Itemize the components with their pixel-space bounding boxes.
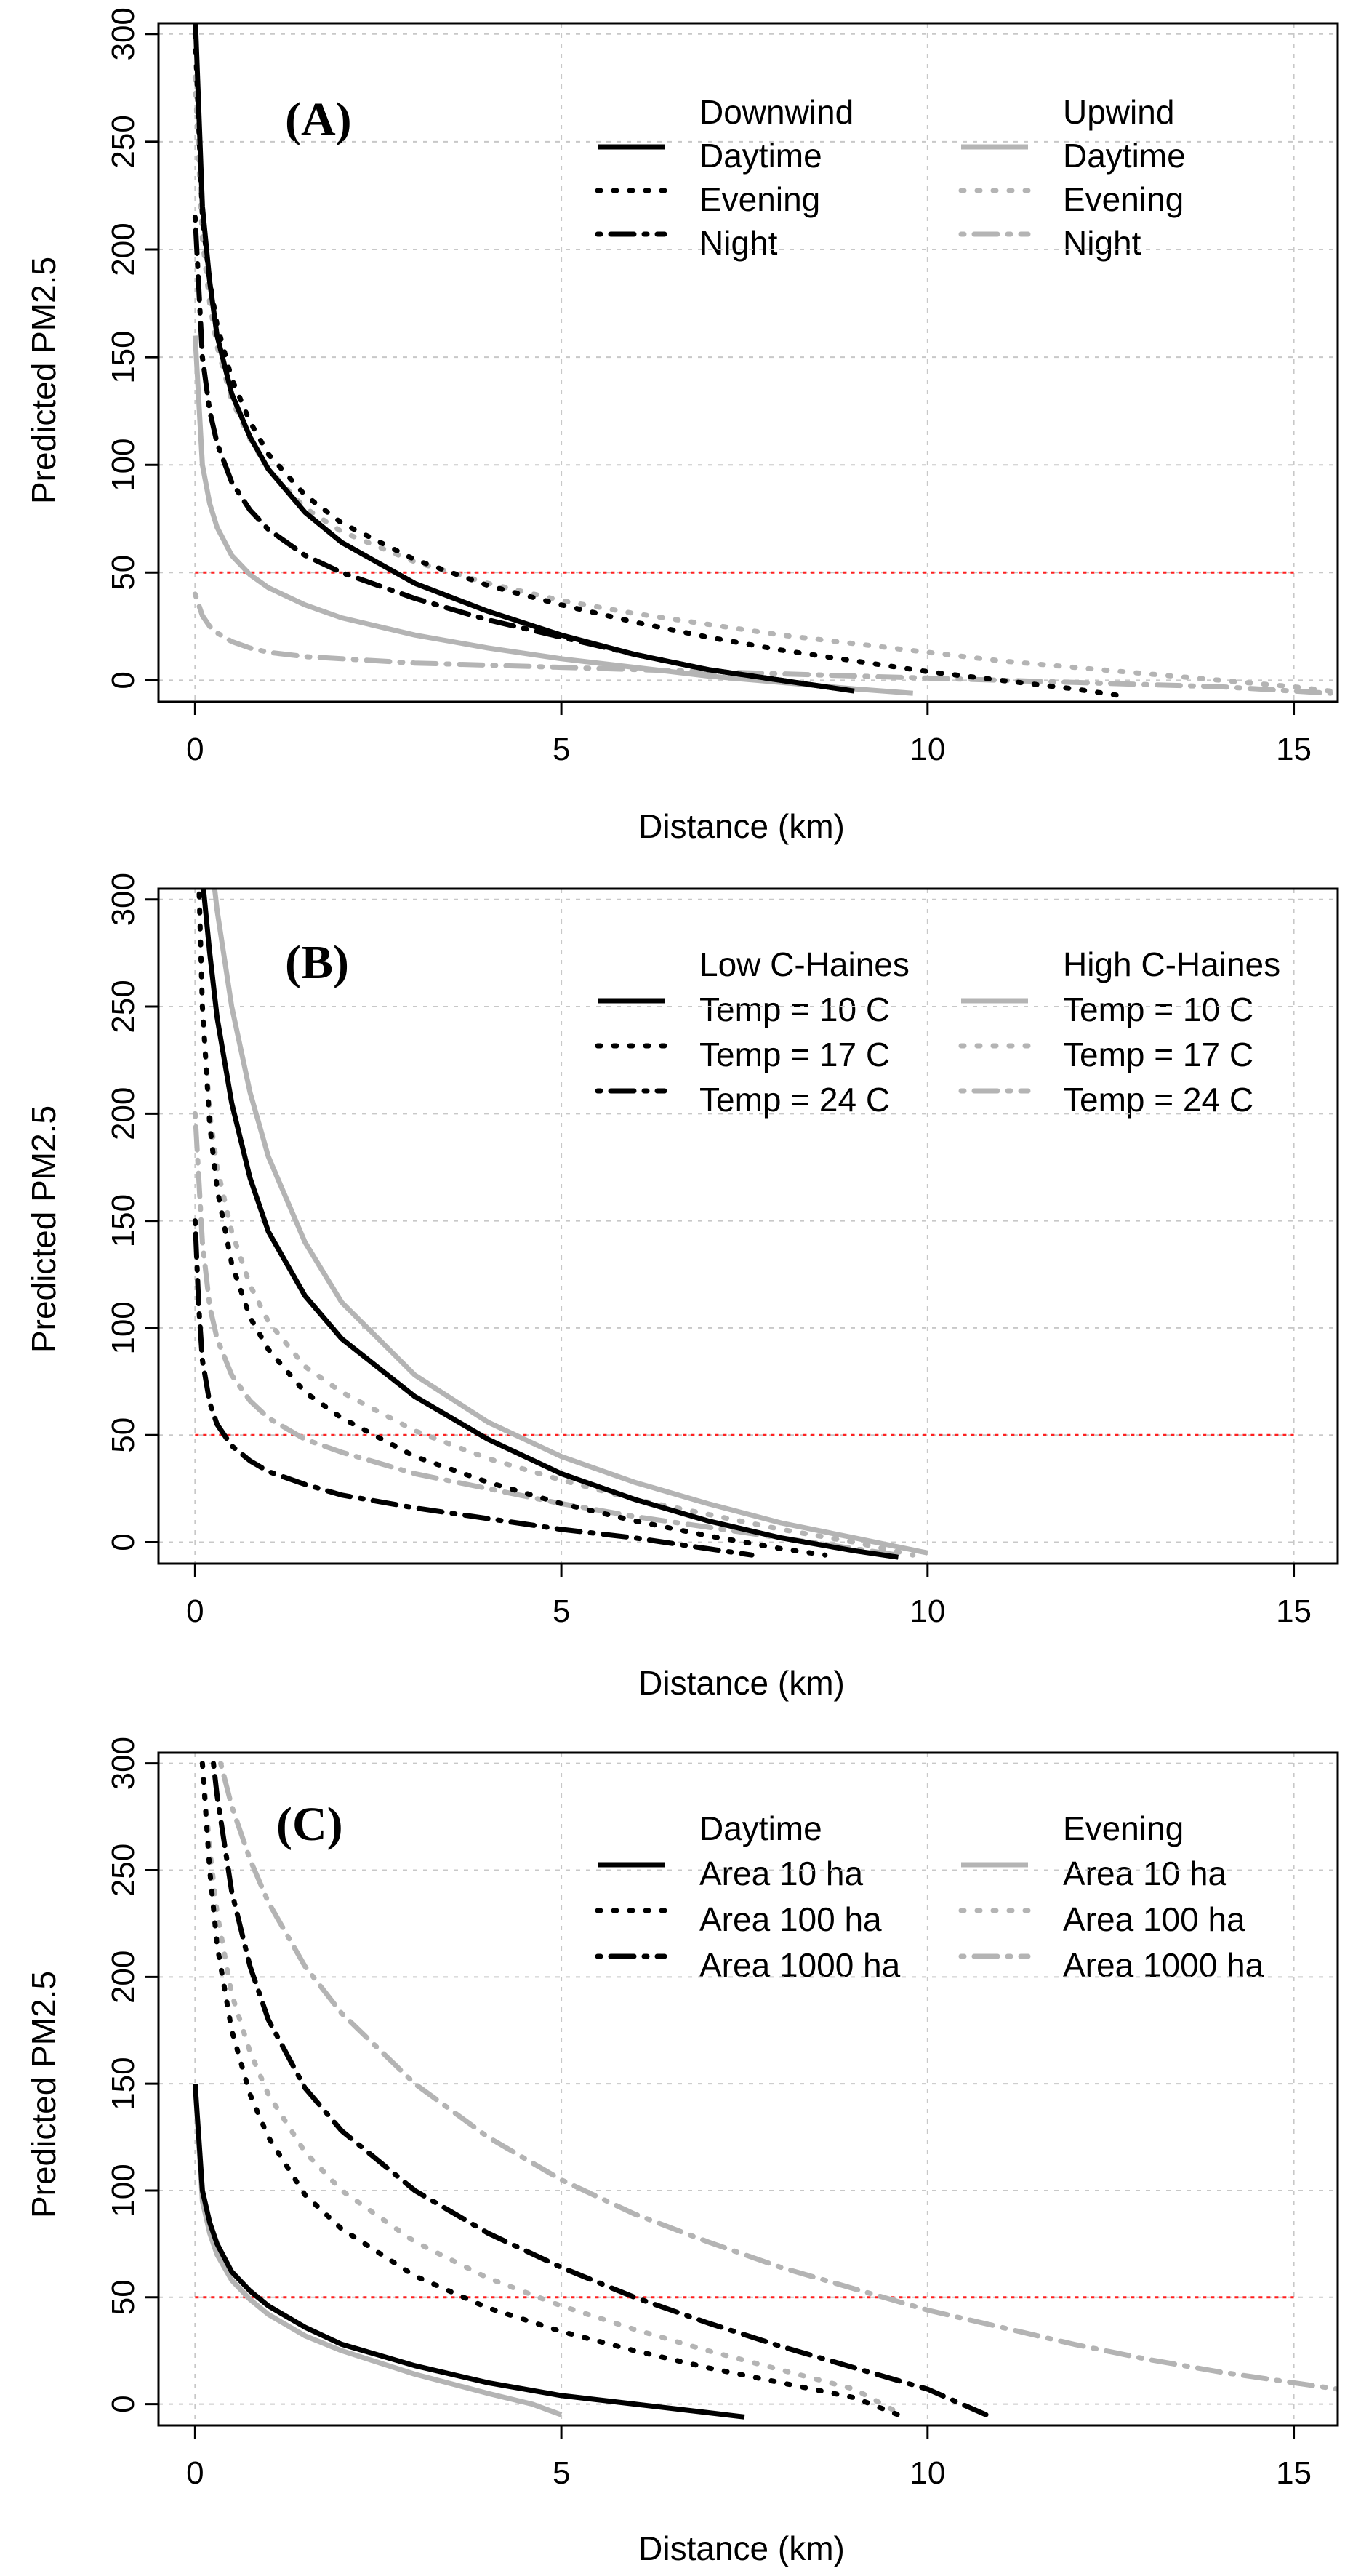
panel-c-y-tick-label-200: 200 <box>105 1951 141 2004</box>
panel-b-series-2 <box>196 889 828 1558</box>
panel-c-series-1 <box>192 2083 745 2420</box>
panel-b-series-6 <box>192 1111 901 1558</box>
panel-c-x-tick-label-5: 5 <box>553 2455 570 2491</box>
panel-b-y-tick-label-50: 50 <box>105 1417 141 1453</box>
panel-a-x-tick-label-5: 5 <box>553 732 570 767</box>
panel-b-legend-right-item-3: Temp = 24 C <box>1063 1081 1253 1119</box>
panel-c-legend-right-item-3: Area 1000 ha <box>1063 1946 1264 1984</box>
panel-a-legend-left-header: Downwind <box>699 93 854 131</box>
panel-a-legend-right-header: Upwind <box>1063 93 1174 131</box>
panel-a-legend-left-item-1: Daytime <box>699 137 822 175</box>
panel-c-y-tick-label-250: 250 <box>105 1844 141 1897</box>
panel-a-legend-left-item-2: Evening <box>699 180 820 218</box>
panel-b-x-tick-label-0: 0 <box>186 1593 204 1629</box>
panel-c-y-tick-label-150: 150 <box>105 2057 141 2110</box>
panel-b-series-3 <box>192 1218 755 1558</box>
panel-b-series-4 <box>212 889 928 1556</box>
panel-a-legend-left-item-3: Night <box>699 224 778 262</box>
panel-b-legend-right-item-2: Temp = 17 C <box>1063 1036 1253 1073</box>
panel-c-x-tick-label-10: 10 <box>910 2455 945 2491</box>
panel-c-label: (C) <box>276 1798 343 1851</box>
panel-a-y-axis-title: Predicted PM2.5 <box>25 257 63 504</box>
panel-c-series-6 <box>218 1761 1338 2392</box>
panel-b-y-tick-label-300: 300 <box>105 873 141 926</box>
panel-c-y-tick-label-0: 0 <box>105 2395 141 2412</box>
panel-a-x-tick-label-15: 15 <box>1276 732 1312 767</box>
panel-a-y-tick-label-100: 100 <box>105 438 141 491</box>
panel-a-legend-right-item-3: Night <box>1063 224 1141 262</box>
panel-a-x-tick-label-0: 0 <box>186 732 204 767</box>
panel-c-x-tick-label-0: 0 <box>186 2455 204 2491</box>
panel-a-series-4 <box>192 335 913 696</box>
panel-c-x-axis-title: Distance (km) <box>638 2529 845 2567</box>
panel-c-series-4 <box>192 2083 563 2417</box>
panel-c-series-3 <box>211 1761 989 2417</box>
panel-c-y-tick-label-50: 50 <box>105 2279 141 2315</box>
panel-b-x-axis-title: Distance (km) <box>638 1664 845 1702</box>
panel-b-plot-frame <box>157 887 1339 1565</box>
panel-b-legend-left-header: Low C-Haines <box>699 945 910 983</box>
panel-a-series-3 <box>192 215 857 694</box>
panel-a-x-tick-label-10: 10 <box>910 732 945 767</box>
panel-c-legend-left-item-2: Area 100 ha <box>699 1900 882 1938</box>
panel-a-y-tick-label-250: 250 <box>105 115 141 168</box>
panel-b-legend-left-item-2: Temp = 17 C <box>699 1036 890 1073</box>
panel-b-legend-right-header: High C-Haines <box>1063 945 1280 983</box>
panel-c-y-tick-label-300: 300 <box>105 1737 141 1790</box>
panel-c-x-tick-label-15: 15 <box>1276 2455 1312 2491</box>
panel-b-legend-right-item-1: Temp = 10 C <box>1063 991 1253 1028</box>
panel-b-x-tick-label-10: 10 <box>910 1593 945 1629</box>
panel-a-label: (A) <box>285 93 352 146</box>
panel-b-y-tick-label-0: 0 <box>105 1533 141 1551</box>
panel-a-texts: (A) Distance (km) Predicted PM2.5 Downwi… <box>25 93 1186 845</box>
panel-b-y-tick-label-100: 100 <box>105 1301 141 1354</box>
panel-b-y-tick-label-150: 150 <box>105 1194 141 1247</box>
panel-a-y-tick-label-0: 0 <box>105 671 141 689</box>
panel-c-legend-right-item-1: Area 10 ha <box>1063 1855 1226 1892</box>
panel-a-legend-right-item-2: Evening <box>1063 180 1184 218</box>
panel-b-texts: (B) Distance (km) Predicted PM2.5 Low C-… <box>25 936 1280 1702</box>
panel-c-legend-right-item-2: Area 100 ha <box>1063 1900 1245 1938</box>
panel-a-y-tick-label-50: 50 <box>105 555 141 591</box>
panel-a-legend-right-item-1: Daytime <box>1063 137 1186 175</box>
panel-a-y-tick-label-200: 200 <box>105 223 141 276</box>
panel-c-y-tick-label-100: 100 <box>105 2164 141 2217</box>
panel-c-series-5 <box>199 1761 901 2415</box>
panel-a-y-tick-label-150: 150 <box>105 330 141 383</box>
panel-c-y-axis-title: Predicted PM2.5 <box>25 1971 63 2218</box>
panel-b-y-axis-title: Predicted PM2.5 <box>25 1105 63 1353</box>
panel-b-legend-left-item-1: Temp = 10 C <box>699 991 890 1028</box>
panel-c-legend-left-item-3: Area 1000 ha <box>699 1946 901 1984</box>
panel-b-legend-left-item-3: Temp = 24 C <box>699 1081 890 1119</box>
panel-c-plot-frame <box>157 1751 1339 2427</box>
panel-b-x-tick-label-15: 15 <box>1276 1593 1312 1629</box>
panel-c-legend-left-item-1: Area 10 ha <box>699 1855 863 1892</box>
panel-b-y-tick-label-250: 250 <box>105 980 141 1033</box>
panel-b-series-5 <box>199 1004 916 1558</box>
panel-a-plot-frame <box>157 22 1339 703</box>
panel-a-y-tick-label-300: 300 <box>105 7 141 60</box>
panel-b-y-tick-label-200: 200 <box>105 1087 141 1140</box>
panel-c-legend-left-header: Daytime <box>699 1809 822 1847</box>
panel-b-series-1 <box>201 889 899 1560</box>
panel-a-x-axis-title: Distance (km) <box>638 807 845 845</box>
panel-a-series-2 <box>192 31 1121 698</box>
panel-b-label: (B) <box>285 936 349 989</box>
panel-a-series-6 <box>192 591 1333 696</box>
panel-b-x-tick-label-5: 5 <box>553 1593 570 1629</box>
panel-c-series-2 <box>199 1761 901 2417</box>
panel-c-legend-right-header: Evening <box>1063 1809 1184 1847</box>
